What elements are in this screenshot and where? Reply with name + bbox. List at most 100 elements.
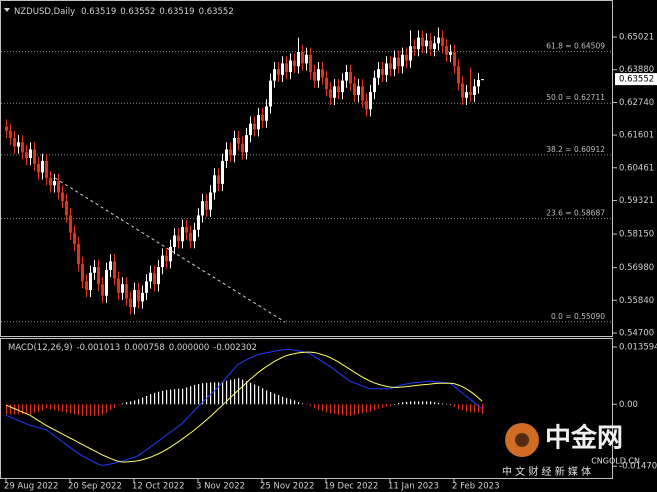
candle-body [481,79,484,81]
histogram-bar [230,379,232,405]
candle-body [385,63,388,75]
candle-body [145,281,148,293]
candle-body [189,232,192,242]
candle-body [205,201,208,210]
candle-body [373,77,376,93]
y-tick-label: 0.013594 [619,343,657,353]
histogram-bar [322,404,324,412]
candle-body [253,123,256,130]
histogram-bar [122,403,124,405]
candle-body [113,261,116,279]
histogram-bar [414,401,416,405]
candle-body [5,126,8,131]
histogram-bar [354,404,356,416]
readout: -0.001013 [77,343,121,353]
histogram-bar [190,386,192,405]
histogram-bar [138,399,140,405]
histogram-bar [50,404,52,410]
histogram-bar [46,404,48,409]
x-tick-label: 19 Dec 2022 [324,482,378,492]
histogram-bar [394,404,396,405]
fib-label: 23.6 = 0.58687 [546,209,605,218]
candle-body [129,298,132,308]
header-open: 0.63519 [81,7,116,17]
candle-body [89,272,92,290]
candle-body [261,115,264,121]
candle-body [277,69,280,75]
fib-label: 61.8 = 0.64509 [546,42,605,51]
candle-body [473,86,476,95]
header-close: 0.63552 [199,7,234,17]
histogram-bar [402,402,404,405]
candle-body [397,57,400,67]
candle-body [377,69,380,78]
candle-body [305,54,308,64]
candle-body [161,255,164,268]
candle-body [53,180,56,186]
candle-body [361,86,364,101]
histogram-bar [338,404,340,415]
symbol: NZDUSD,Daily [14,7,75,17]
candle-body [17,142,20,147]
y-tick-label: 0.60461 [619,163,654,173]
candle-body [69,215,72,233]
histogram-bar [290,399,292,405]
histogram-bar [206,382,208,405]
candle-body [353,83,356,95]
candle-body [321,69,324,78]
candle-body [65,201,68,216]
y-tick-label: 0.61601 [619,131,654,141]
histogram-bar [90,404,92,416]
macd-title: MACD(12,26,9) [8,343,73,353]
histogram-bar [182,388,184,405]
candle-body [77,244,80,265]
histogram-bar [82,404,84,416]
histogram-bar [298,402,300,405]
candle-body [289,60,292,73]
histogram-bar [246,381,248,405]
histogram-bar [242,379,244,405]
histogram-bar [458,404,460,409]
watermark-name: 中金网 [545,423,623,454]
histogram-bar [334,404,336,414]
histogram-bar [406,401,408,405]
x-tick-label: 25 Nov 2022 [260,482,314,492]
candle-body [105,269,108,296]
candle-body [109,261,112,270]
candle-body [169,246,172,262]
candle-body [309,54,312,73]
histogram-bar [58,404,60,412]
histogram-bar [6,404,8,415]
candle-body [269,80,272,107]
x-tick-label: 12 Oct 2022 [132,482,185,492]
histogram-bar [178,388,180,405]
histogram-bar [270,392,272,405]
histogram-bar [482,404,484,414]
histogram-bar [134,400,136,405]
histogram-bar [366,404,368,413]
candle-body [461,83,464,98]
histogram-bar [194,384,196,405]
histogram-bar [14,404,16,415]
histogram-bar [474,404,476,413]
histogram-bar [162,390,164,405]
candle-body [117,278,120,293]
histogram-bar [54,404,56,411]
candle-body [245,135,248,153]
candle-body [85,281,88,290]
histogram-bar [218,382,220,405]
histogram-bar [114,404,116,408]
x-tick-label: 3 Nov 2022 [196,482,245,492]
histogram-bar [418,401,420,405]
readout: -0.002302 [213,343,257,353]
candle-body [293,60,296,67]
histogram-bar [386,404,388,407]
candle-body [33,149,36,164]
histogram-bar [10,404,12,415]
histogram-bar [370,404,372,412]
histogram-bar [62,404,64,412]
candle-body [297,51,300,67]
candle-body [317,69,320,81]
candle-body [325,77,328,90]
